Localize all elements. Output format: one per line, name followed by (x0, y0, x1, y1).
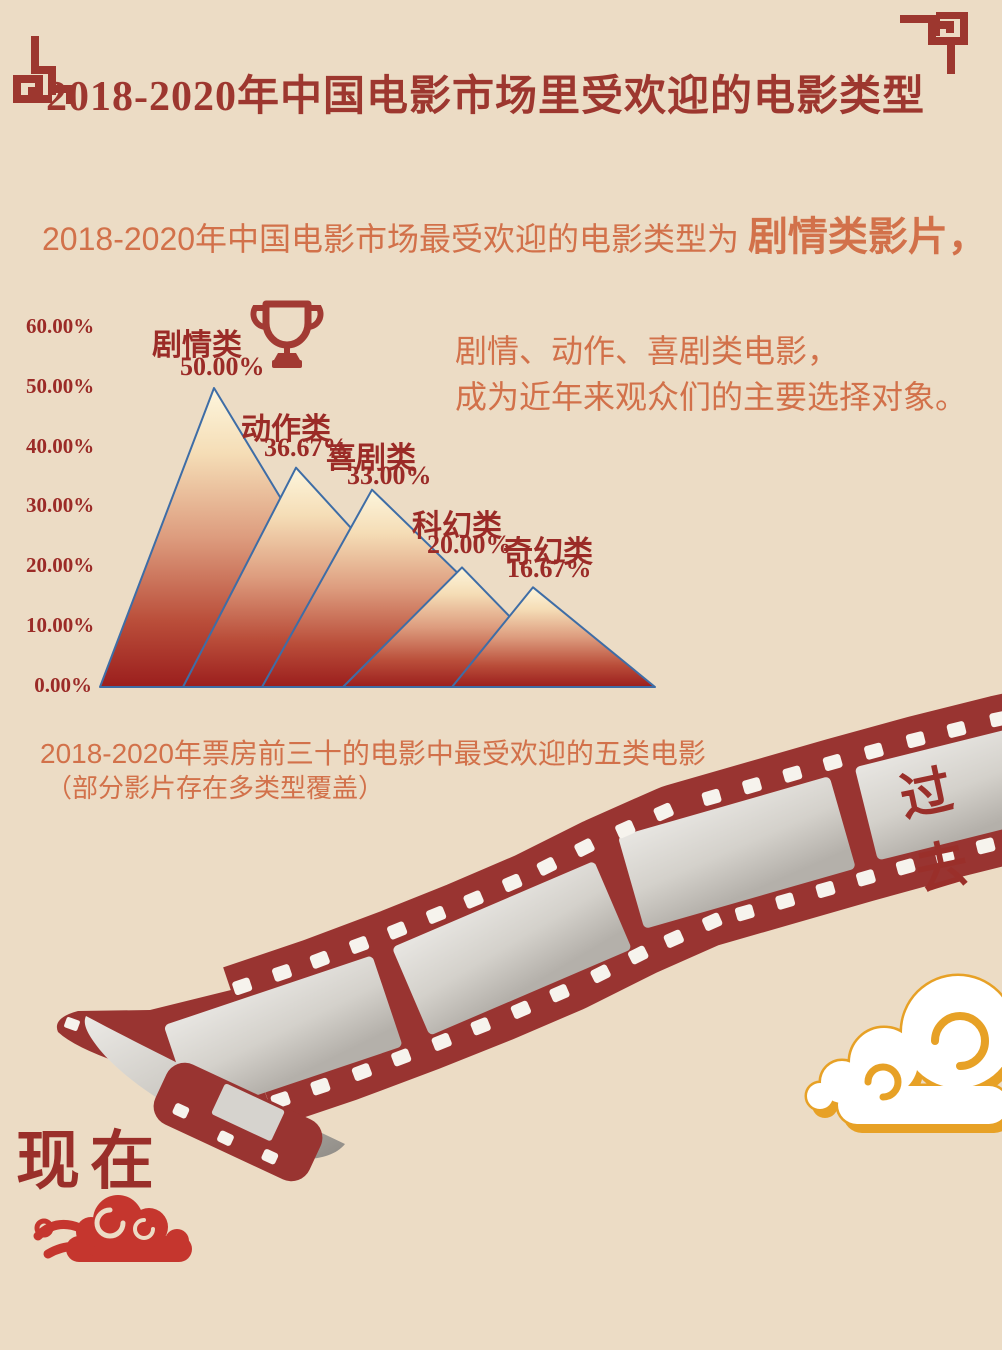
y-axis-tick: 0.00% (34, 672, 92, 697)
intro-sentence: 2018-2020年中国电影市场最受欢迎的电影类型为 剧情类影片， (42, 204, 988, 262)
category-value: 16.67% (507, 554, 592, 583)
chart-caption-line1: 2018-2020年票房前三十的电影中最受欢迎的五类电影 (40, 738, 706, 769)
side-note: 剧情、动作、喜剧类电影， 成为近年来观众们的主要选择对象。 (455, 328, 967, 420)
fret-corner-icon (13, 36, 74, 104)
chart-caption-line2: （部分影片存在多类型覆盖） (46, 773, 385, 803)
side-note-line2: 成为近年来观众们的主要选择对象。 (455, 379, 968, 415)
page-title: 2018-2020年中国电影市场里受欢迎的电影类型 (46, 74, 925, 121)
category-label: 动作类 (241, 413, 331, 446)
category-value: 20.00% (427, 530, 512, 559)
genre-mountain-chart (99, 387, 656, 688)
category-label: 喜剧类 (326, 442, 416, 475)
chart-labels-layer: 60.00% 50.00% 40.00% 30.00% 20.00% 10.00% 0.00… (26, 314, 593, 697)
y-axis-tick: 10.00% (26, 613, 95, 637)
category-label: 科幻类 (412, 510, 502, 543)
y-axis-tick: 60.00% (26, 314, 95, 338)
mountain-peak-5 (451, 586, 656, 688)
red-cloud (33, 1195, 192, 1262)
category-value: 50.00% (180, 352, 265, 381)
fret-corner-icon (900, 12, 968, 74)
y-axis-tick: 50.00% (26, 373, 95, 398)
category-value: 36.67% (264, 433, 349, 462)
y-axis-tick: 30.00% (26, 493, 95, 518)
y-axis-tick: 20.00% (26, 553, 95, 578)
y-axis-tick: 40.00% (26, 433, 95, 458)
category-label: 剧情类 (152, 329, 242, 362)
category-label: 奇幻类 (503, 536, 593, 569)
intro-lead: 2018-2020年中国电影市场最受欢迎的电影类型为 (42, 221, 748, 257)
past-label: 过去 (894, 760, 978, 902)
present-label: 现在 (16, 1125, 164, 1197)
trophy-icon (250, 300, 324, 368)
intro-highlight: 剧情类影片， (747, 215, 988, 259)
side-note-line1: 剧情、动作、喜剧类电影， (455, 333, 840, 369)
gold-cloud (804, 973, 1002, 1133)
category-value: 33.00% (347, 461, 432, 490)
